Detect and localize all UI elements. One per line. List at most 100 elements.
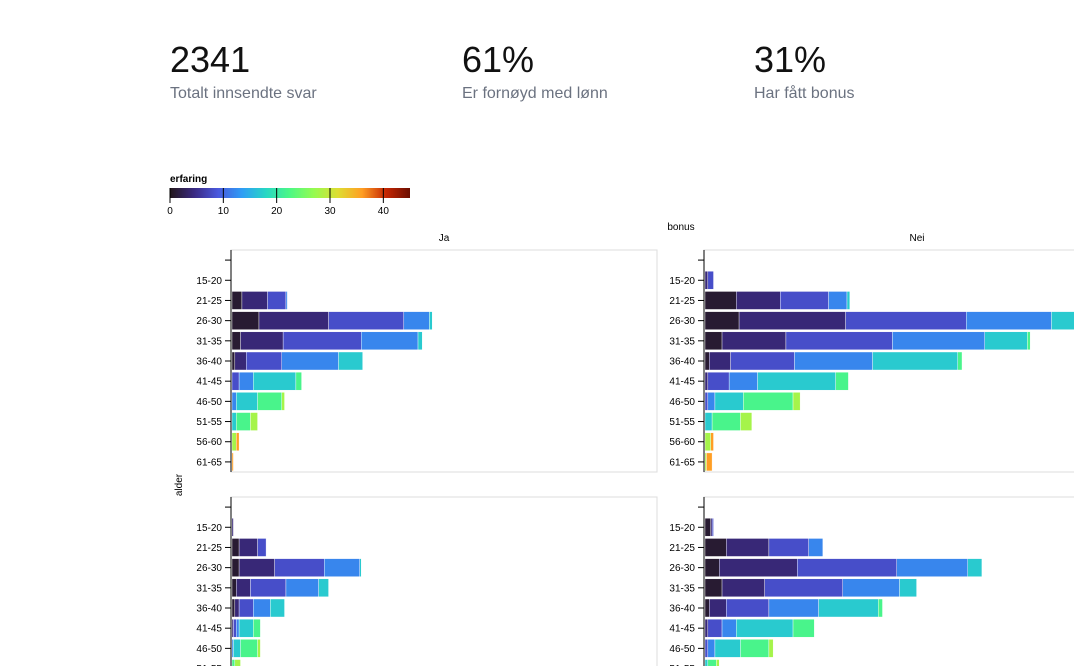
bar-segment — [403, 311, 430, 330]
bar-segment — [730, 351, 795, 371]
stat-value: 61% — [462, 39, 534, 80]
bar-segment — [704, 331, 723, 351]
bar-segment — [896, 558, 968, 577]
bar-segment — [704, 558, 720, 577]
bar-segment — [714, 392, 744, 411]
bar-segment — [233, 618, 237, 638]
bar-segment — [257, 392, 282, 411]
bar-segment — [238, 558, 275, 577]
bar-segment — [1051, 311, 1074, 330]
y-tick-label: 56-60 — [669, 437, 695, 448]
bar-segment — [231, 558, 240, 577]
bar-segment — [240, 331, 284, 351]
bar-segment — [736, 291, 781, 310]
y-tick-label: 36-40 — [196, 357, 222, 368]
legend-tick-label: 40 — [378, 206, 390, 217]
stat-label: Er fornøyd med lønn — [462, 85, 608, 102]
bar-segment — [707, 371, 730, 391]
bar-segment — [707, 392, 716, 411]
y-tick-label: 26-30 — [196, 316, 222, 327]
stat-label: Totalt innsendte svar — [170, 85, 317, 102]
bar-segment — [238, 371, 254, 391]
bar-segment — [878, 598, 883, 618]
bar-segment — [740, 412, 753, 431]
bar-segment — [872, 351, 958, 371]
bar-segment — [797, 558, 897, 577]
stat-value: 31% — [754, 39, 826, 80]
bar-segment — [704, 618, 709, 638]
y-tick-label: 41-45 — [669, 377, 695, 388]
bar-segment — [757, 371, 836, 391]
bar-segment — [704, 639, 709, 658]
bar-segment — [704, 271, 709, 290]
legend-ramp — [170, 188, 410, 198]
column-label: Nei — [909, 233, 924, 244]
bar-segment — [794, 351, 873, 371]
bar-segment — [716, 659, 720, 666]
bar-segment — [267, 291, 287, 310]
bar-segment — [780, 291, 829, 310]
y-tick-label: 21-25 — [196, 543, 222, 554]
bar-segment — [704, 412, 713, 431]
bar-segment — [250, 578, 287, 598]
y-axis-label: alder — [174, 473, 185, 496]
bar-segment — [710, 518, 713, 537]
legend-title: erfaring — [170, 174, 207, 185]
y-tick-label: 31-35 — [196, 583, 222, 594]
y-tick-label: 41-45 — [196, 624, 222, 635]
bar-segment — [984, 331, 1028, 351]
bar-segment — [709, 351, 731, 371]
bar-segment — [257, 538, 267, 557]
stat-label: Har fått bonus — [754, 84, 855, 102]
bar-segment — [740, 639, 770, 658]
bar-segment — [231, 432, 237, 451]
bar-segment — [721, 331, 787, 351]
bar-segment — [743, 392, 794, 411]
y-tick-label: 36-40 — [669, 357, 695, 368]
bar-segment — [828, 291, 848, 310]
legend-tick-label: 10 — [218, 206, 230, 217]
bar-segment — [233, 639, 241, 658]
y-tick-label: 51-55 — [669, 664, 695, 666]
bar-segment — [967, 558, 983, 577]
bar-segment — [231, 639, 234, 658]
bar-segment — [231, 331, 241, 351]
bar-segment — [704, 311, 740, 330]
bar-segment — [704, 659, 709, 666]
y-tick-label: 21-25 — [196, 296, 222, 307]
bar-segment — [764, 578, 843, 598]
bar-segment — [704, 518, 711, 537]
bar-segment — [234, 659, 241, 666]
bar-segment — [285, 578, 319, 598]
bar-segment — [231, 291, 243, 310]
y-tick-label: 26-30 — [669, 563, 695, 574]
bar-segment — [253, 618, 261, 638]
bar-segment — [1027, 331, 1031, 351]
bar-segment — [361, 331, 419, 351]
y-tick-label: 46-50 — [196, 644, 222, 655]
bar-segment — [328, 311, 405, 330]
bar-segment — [231, 538, 240, 557]
y-tick-label: 56-60 — [196, 437, 222, 448]
bar-segment — [231, 351, 236, 371]
bar-segment — [231, 578, 237, 598]
bar-segment — [704, 291, 737, 310]
bar-segment — [704, 598, 710, 618]
bar-segment — [706, 452, 713, 472]
bar-segment — [704, 392, 709, 411]
y-tick-label: 31-35 — [669, 583, 695, 594]
bar-segment — [234, 351, 247, 371]
bar-segment — [704, 371, 709, 391]
bar-segment — [785, 331, 893, 351]
bar-segment — [282, 331, 362, 351]
bar-segment — [726, 538, 770, 557]
bar-segment — [253, 598, 271, 618]
y-tick-label: 21-25 — [669, 296, 695, 307]
bar-segment — [721, 578, 765, 598]
y-tick-label: 26-30 — [196, 563, 222, 574]
bar-segment — [236, 412, 251, 431]
bar-segment — [429, 311, 433, 330]
bar-segment — [966, 311, 1052, 330]
stat-value: 2341 — [170, 39, 250, 80]
